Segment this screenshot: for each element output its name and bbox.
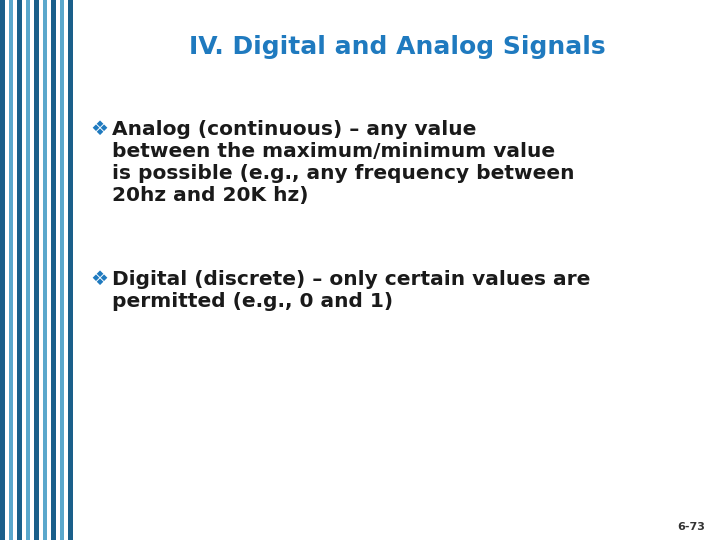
Bar — [9, 0, 13, 540]
Text: Digital (discrete) – only certain values are: Digital (discrete) – only certain values… — [112, 270, 590, 289]
Text: between the maximum/minimum value: between the maximum/minimum value — [112, 142, 555, 161]
Bar — [26, 0, 30, 540]
Bar — [51, 0, 56, 540]
Bar — [39, 0, 43, 540]
Bar — [0, 0, 5, 540]
Bar — [60, 0, 64, 540]
Bar — [68, 0, 73, 540]
Bar — [34, 0, 39, 540]
Text: permitted (e.g., 0 and 1): permitted (e.g., 0 and 1) — [112, 292, 393, 311]
Text: Analog (continuous) – any value: Analog (continuous) – any value — [112, 120, 477, 139]
Text: ❖: ❖ — [90, 270, 108, 289]
Text: 6-73: 6-73 — [677, 522, 705, 532]
Bar — [5, 0, 9, 540]
Text: is possible (e.g., any frequency between: is possible (e.g., any frequency between — [112, 164, 575, 183]
Bar — [56, 0, 60, 540]
Bar — [30, 0, 34, 540]
Bar — [43, 0, 47, 540]
Text: IV. Digital and Analog Signals: IV. Digital and Analog Signals — [189, 35, 606, 59]
Bar — [64, 0, 68, 540]
Text: ❖: ❖ — [90, 120, 108, 139]
Bar — [13, 0, 17, 540]
Bar — [17, 0, 22, 540]
Bar — [22, 0, 26, 540]
Text: 20hz and 20K hz): 20hz and 20K hz) — [112, 186, 308, 205]
Bar — [47, 0, 51, 540]
